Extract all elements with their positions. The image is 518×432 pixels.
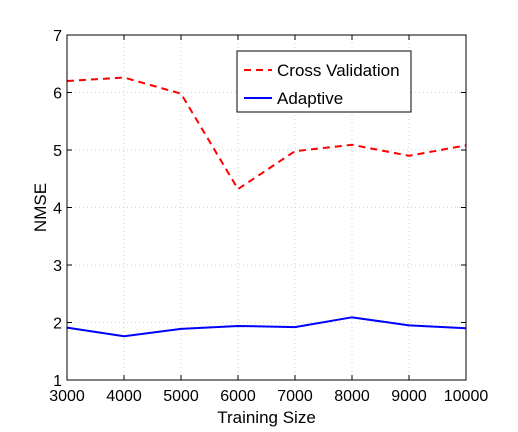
legend-label-cross-validation: Cross Validation bbox=[277, 61, 400, 80]
x-tick-label: 10000 bbox=[444, 388, 489, 405]
series-layer bbox=[66, 76, 467, 338]
x-tick-label: 9000 bbox=[391, 388, 427, 405]
series-line-cross-validation bbox=[66, 76, 467, 191]
x-tick-labels: 3000 4000 5000 6000 7000 8000 9000 10000 bbox=[49, 388, 488, 405]
x-tick-label: 3000 bbox=[49, 388, 85, 405]
x-tick-label: 6000 bbox=[220, 388, 256, 405]
x-tick-label: 7000 bbox=[277, 388, 313, 405]
y-tick-labels: 1 2 3 4 5 6 7 bbox=[53, 28, 62, 390]
x-axis-label: Training Size bbox=[217, 408, 316, 427]
x-tick-label: 4000 bbox=[106, 388, 142, 405]
ticks bbox=[66, 34, 467, 381]
legend-label-adaptive: Adaptive bbox=[277, 89, 343, 108]
x-tick-label: 5000 bbox=[163, 388, 199, 405]
y-tick-label: 7 bbox=[53, 28, 62, 45]
legend: Cross Validation Adaptive bbox=[236, 50, 412, 113]
y-tick-label: 3 bbox=[53, 258, 62, 275]
y-tick-label: 6 bbox=[53, 86, 62, 103]
y-axis-label: NMSE bbox=[31, 183, 50, 232]
x-tick-label: 8000 bbox=[334, 388, 370, 405]
y-tick-label: 4 bbox=[53, 201, 62, 218]
y-tick-label: 2 bbox=[53, 316, 62, 333]
legend-box bbox=[236, 50, 412, 113]
series-line-adaptive bbox=[66, 316, 467, 338]
y-tick-label: 5 bbox=[53, 143, 62, 160]
y-tick-label: 1 bbox=[53, 373, 62, 390]
